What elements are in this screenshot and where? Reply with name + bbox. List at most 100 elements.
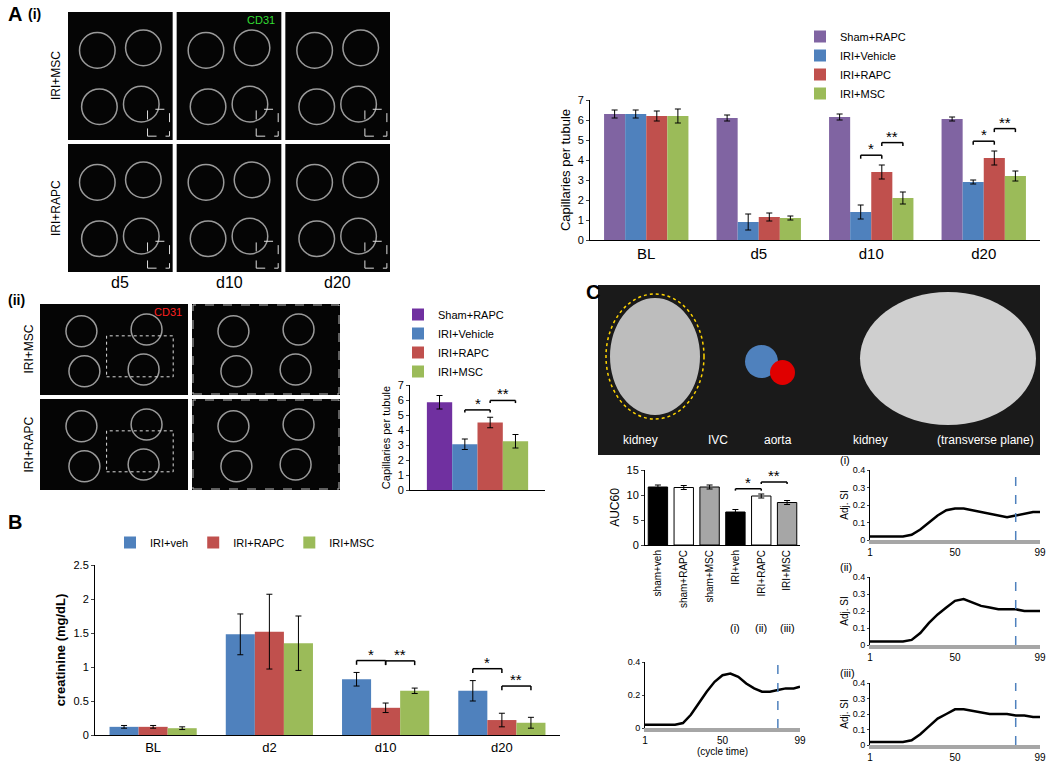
svg-text:Sham+RAPC: Sham+RAPC (840, 31, 906, 43)
svg-text:**: ** (497, 385, 509, 402)
svg-text:*: * (368, 646, 374, 663)
svg-text:0.2: 0.2 (853, 500, 866, 510)
svg-text:**: ** (999, 114, 1011, 131)
svg-text:IRI+RAPC: IRI+RAPC (840, 69, 891, 81)
svg-text:C: C (586, 281, 600, 303)
svg-text:d20: d20 (324, 274, 351, 291)
svg-text:5: 5 (578, 134, 584, 146)
svg-text:50: 50 (949, 547, 961, 558)
svg-text:IRI+RAPC: IRI+RAPC (233, 537, 284, 549)
svg-text:Capillaries per tubule: Capillaries per tubule (380, 386, 392, 489)
svg-text:1: 1 (578, 214, 584, 226)
svg-text:3: 3 (578, 174, 584, 186)
svg-text:(ii): (ii) (8, 292, 25, 308)
svg-text:0: 0 (578, 234, 584, 246)
svg-text:4: 4 (578, 154, 584, 166)
svg-text:IRI+MSC: IRI+MSC (49, 51, 63, 100)
svg-text:1: 1 (642, 735, 648, 746)
svg-text:CD31: CD31 (247, 14, 275, 26)
svg-text:2: 2 (83, 593, 89, 605)
svg-text:IRI+Vehicle: IRI+Vehicle (840, 50, 896, 62)
svg-text:0.3: 0.3 (853, 483, 866, 493)
svg-text:99: 99 (794, 735, 806, 746)
svg-text:IRI+MSC: IRI+MSC (781, 550, 792, 591)
svg-text:d10: d10 (375, 740, 397, 755)
svg-text:(cycle time): (cycle time) (697, 746, 748, 757)
svg-text:6: 6 (398, 394, 404, 406)
svg-text:IRI+RAPC: IRI+RAPC (756, 550, 767, 596)
svg-text:5: 5 (398, 409, 404, 421)
svg-text:0.5: 0.5 (74, 695, 89, 707)
svg-text:*: * (475, 395, 481, 412)
svg-text:aorta: aorta (764, 433, 792, 447)
svg-text:1: 1 (867, 652, 873, 663)
svg-text:d20: d20 (971, 245, 996, 262)
svg-text:0.4: 0.4 (628, 657, 641, 667)
svg-text:(i): (i) (28, 6, 41, 22)
svg-text:(iii): (iii) (840, 667, 855, 679)
svg-text:**: ** (768, 467, 780, 484)
svg-text:2: 2 (398, 454, 404, 466)
svg-text:Capillaries per tubule: Capillaries per tubule (558, 109, 573, 231)
svg-text:AUC60: AUC60 (608, 488, 622, 527)
svg-text:0: 0 (860, 640, 865, 650)
svg-text:Adj. SI: Adj. SI (839, 596, 850, 625)
svg-text:0: 0 (860, 740, 865, 750)
svg-text:7: 7 (578, 94, 584, 106)
svg-text:0: 0 (860, 535, 865, 545)
svg-text:50: 50 (949, 752, 961, 763)
svg-text:0: 0 (83, 729, 89, 741)
svg-text:0.1: 0.1 (853, 623, 866, 633)
svg-text:99: 99 (1034, 547, 1046, 558)
svg-text:0.4: 0.4 (853, 465, 866, 475)
svg-text:1: 1 (867, 547, 873, 558)
svg-text:creatinine (mg/dL): creatinine (mg/dL) (53, 594, 68, 707)
svg-text:50: 50 (717, 735, 729, 746)
svg-text:Sham+RAPC: Sham+RAPC (438, 309, 504, 321)
svg-text:10: 10 (627, 489, 639, 501)
svg-text:1.5: 1.5 (74, 627, 89, 639)
svg-text:(i): (i) (840, 454, 850, 466)
svg-text:4: 4 (398, 424, 404, 436)
svg-text:15: 15 (627, 464, 639, 476)
svg-text:0: 0 (398, 484, 404, 496)
svg-text:*: * (484, 654, 490, 671)
svg-text:0.1: 0.1 (853, 725, 866, 735)
svg-text:A: A (8, 3, 22, 25)
svg-text:2.5: 2.5 (74, 559, 89, 571)
svg-text:3: 3 (398, 439, 404, 451)
svg-text:IRI+RAPC: IRI+RAPC (22, 416, 36, 472)
svg-text:CD31: CD31 (154, 306, 182, 318)
svg-text:0: 0 (635, 723, 640, 733)
svg-text:sham+MSC: sham+MSC (704, 550, 715, 603)
svg-text:0.1: 0.1 (853, 518, 866, 528)
svg-text:IRI+Vehicle: IRI+Vehicle (438, 328, 494, 340)
svg-text:0.2: 0.2 (853, 606, 866, 616)
svg-text:(ii): (ii) (840, 561, 852, 573)
svg-text:BL: BL (145, 740, 161, 755)
svg-text:B: B (8, 511, 22, 533)
svg-text:IRI+MSC: IRI+MSC (438, 366, 483, 378)
svg-text:d5: d5 (750, 245, 767, 262)
svg-text:0.4: 0.4 (853, 572, 866, 582)
svg-text:1: 1 (83, 661, 89, 673)
svg-text:5: 5 (633, 514, 639, 526)
svg-text:d10: d10 (859, 245, 884, 262)
svg-text:IRI+RAPC: IRI+RAPC (438, 347, 489, 359)
svg-text:IRI+RAPC: IRI+RAPC (49, 180, 63, 236)
svg-text:0.3: 0.3 (853, 589, 866, 599)
svg-text:sham+veh: sham+veh (652, 550, 663, 596)
svg-text:0: 0 (633, 539, 639, 551)
svg-text:IRI+MSC: IRI+MSC (329, 537, 374, 549)
svg-text:IRI+MSC: IRI+MSC (840, 88, 885, 100)
svg-text:99: 99 (1034, 752, 1046, 763)
svg-text:(iii): (iii) (780, 622, 795, 634)
svg-text:1: 1 (398, 469, 404, 481)
svg-text:(ii): (ii) (755, 622, 767, 634)
svg-text:7: 7 (398, 379, 404, 391)
svg-text:d20: d20 (491, 740, 513, 755)
svg-text:IRI+veh: IRI+veh (730, 550, 741, 585)
svg-text:Adj. SI: Adj. SI (839, 699, 850, 728)
svg-text:d10: d10 (216, 274, 243, 291)
svg-text:99: 99 (1034, 652, 1046, 663)
